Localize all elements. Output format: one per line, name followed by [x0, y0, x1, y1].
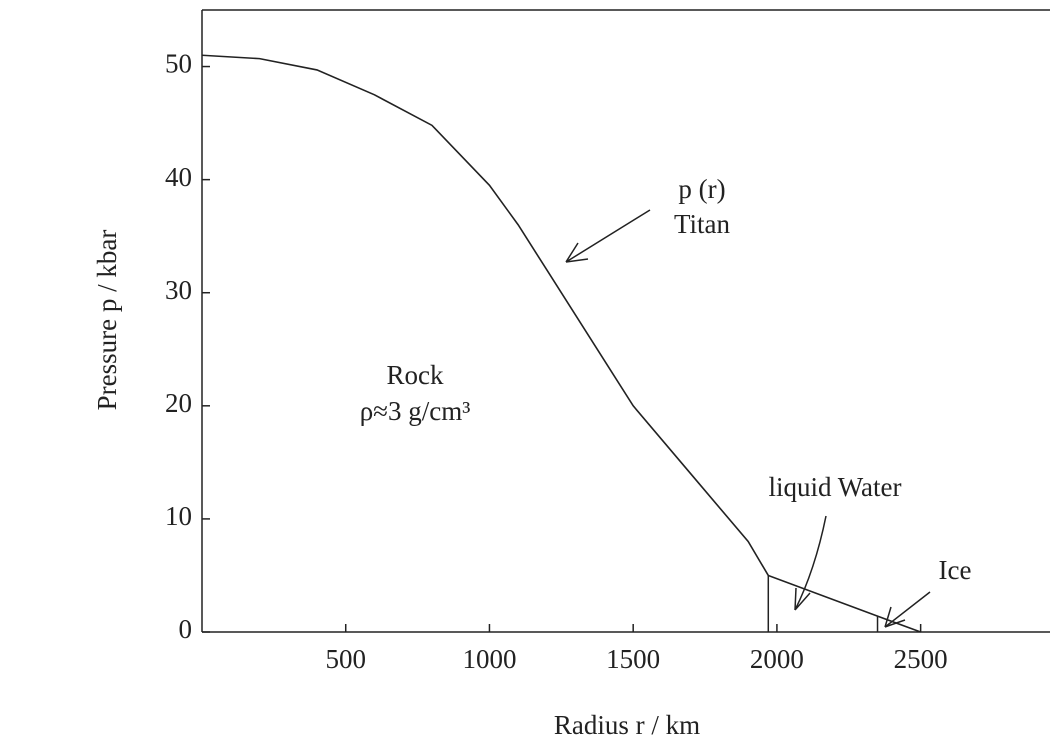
- annotation: Titan: [674, 209, 731, 239]
- y-tick-label: 30: [165, 275, 192, 305]
- annotation: p (r): [678, 174, 725, 204]
- y-tick-label: 10: [165, 501, 192, 531]
- arrows: [565, 209, 931, 628]
- annotation: Ice: [939, 555, 972, 585]
- x-tick-label: 1000: [462, 644, 516, 674]
- x-axis-label: Radius r / km: [554, 710, 700, 740]
- y-axis-label: Pressure p / kbar: [92, 230, 122, 411]
- y-tick-label: 20: [165, 388, 192, 418]
- annotation: liquid Water: [768, 472, 901, 502]
- x-tick-label: 500: [325, 644, 366, 674]
- x-tick-label: 2500: [894, 644, 948, 674]
- line: [201, 54, 921, 633]
- y-tick-label: 40: [165, 162, 192, 192]
- x-tick-label: 2000: [750, 644, 804, 674]
- x-tick-label: 1500: [606, 644, 660, 674]
- annotation: Rock: [387, 360, 444, 390]
- annotation: ρ≈3 g/cm³: [360, 396, 471, 426]
- y-tick-label: 0: [179, 614, 193, 644]
- y-tick-label: 50: [165, 49, 192, 79]
